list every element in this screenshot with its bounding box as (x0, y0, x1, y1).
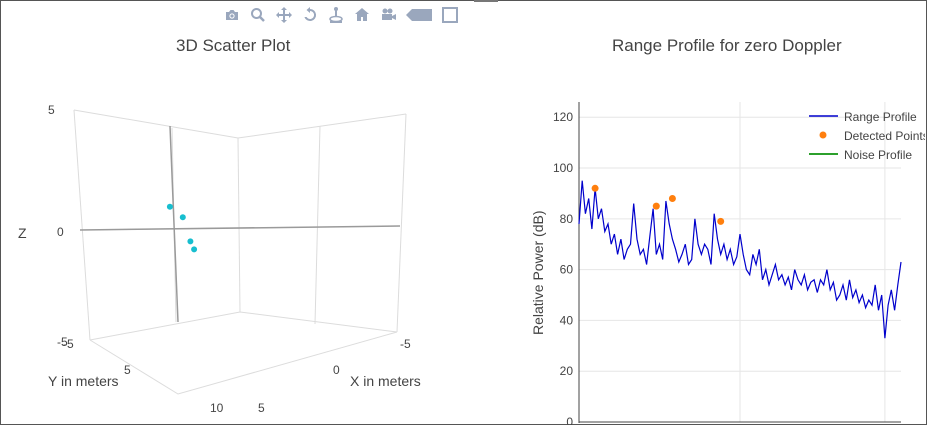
range-profile-chart[interactable]: 0 20 40 60 80 100 120 Relative Power (dB) Rang… (525, 95, 925, 425)
y-tick-label: 120 (553, 110, 573, 124)
spikelines-icon[interactable] (440, 5, 460, 25)
legend-label-detected-points: Detected Points (844, 129, 925, 143)
range-profile-line (578, 180, 902, 339)
home-icon[interactable] (352, 5, 372, 25)
scatter-points (166, 203, 198, 253)
scatter-point (191, 246, 198, 253)
z-tick-0: 0 (57, 225, 64, 239)
legend-swatch-detected-points (819, 131, 827, 139)
y-tick-5: 5 (124, 363, 131, 377)
pan-icon[interactable] (274, 5, 294, 25)
hover-icon[interactable] (404, 5, 434, 25)
turntable-icon[interactable] (326, 5, 346, 25)
x-axis-label: X in meters (350, 373, 421, 389)
y-tick-10: 10 (210, 401, 224, 415)
detected-point (652, 202, 660, 210)
scene-grid (73, 109, 407, 395)
scatter-point (187, 238, 194, 245)
y-tick-label: 40 (560, 313, 574, 327)
detected-point (591, 184, 599, 192)
zoom-icon[interactable] (248, 5, 268, 25)
detected-point (668, 195, 676, 202)
y-tick-label: 80 (560, 212, 574, 226)
y-tick-label: 100 (553, 161, 573, 175)
modebar (222, 4, 460, 26)
z-tick-neg5: -5 (57, 335, 68, 349)
y-tick-neg5: -5 (63, 337, 74, 351)
right-chart-title: Range Profile for zero Doppler (612, 36, 842, 55)
y-ticks: 0 20 40 60 80 100 120 (553, 110, 573, 425)
y-tick-label: 20 (560, 364, 574, 378)
scatter-point (179, 214, 186, 221)
camera-icon[interactable] (222, 5, 242, 25)
legend: Range Profile Detected Points Noise Prof… (809, 110, 925, 162)
x-tick-5: 5 (258, 401, 265, 415)
detected-points (591, 184, 725, 225)
scene-zero-lines (79, 125, 401, 323)
left-chart-title: 3D Scatter Plot (176, 36, 291, 55)
z-tick-5: 5 (48, 103, 55, 117)
divider (474, 0, 498, 2)
scatter-3d-scene[interactable]: 5 0 -5 Z -5 5 10 Y in meters -5 0 5 X in… (0, 62, 470, 422)
y-tick-label: 60 (560, 263, 574, 277)
x-tick-0: 0 (333, 363, 340, 377)
y-tick-label: 0 (566, 415, 573, 425)
y-axis-label: Relative Power (dB) (530, 211, 546, 336)
y-axis-label: Y in meters (48, 373, 119, 389)
camera-view-icon[interactable] (378, 5, 398, 25)
legend-label-noise-profile: Noise Profile (844, 148, 912, 162)
orbit-icon[interactable] (300, 5, 320, 25)
x-tick-neg5: -5 (400, 337, 411, 351)
detected-point (717, 217, 725, 225)
z-axis-label: Z (18, 225, 27, 241)
legend-label-range-profile: Range Profile (844, 110, 917, 124)
scatter-point (166, 203, 173, 210)
